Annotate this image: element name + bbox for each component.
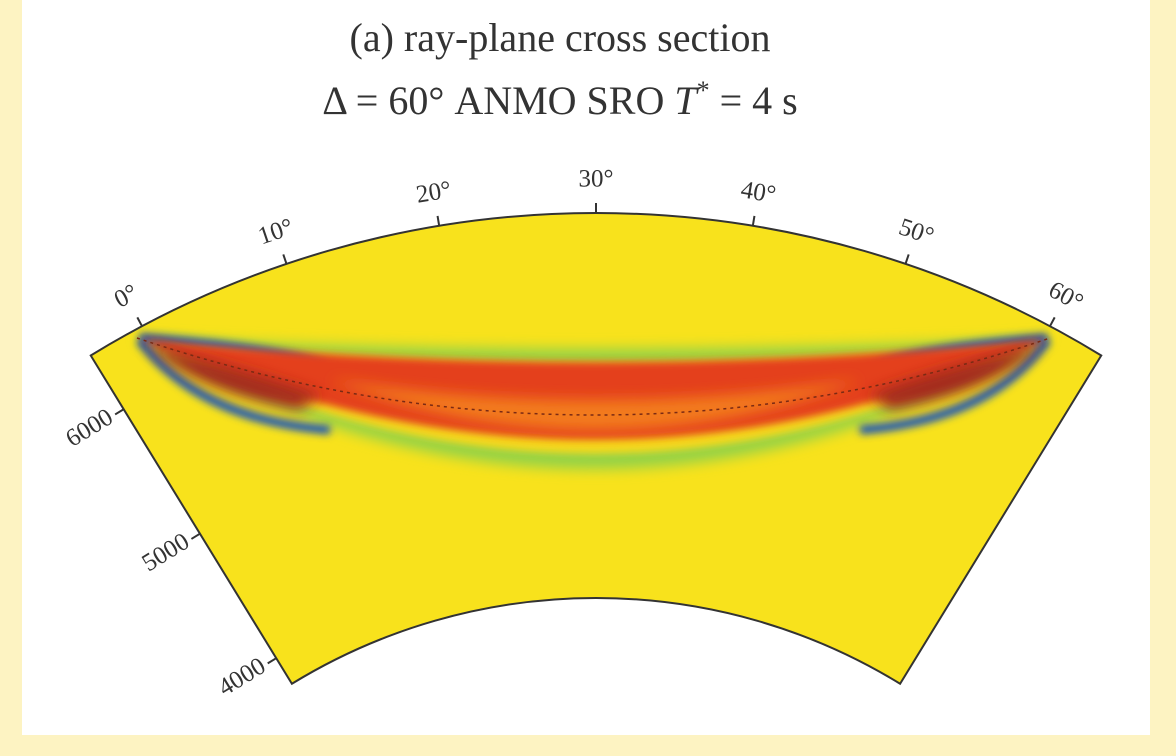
page: {"title": "(a) ray-plane cross section",…	[0, 0, 1176, 756]
angle-label: 20°	[414, 176, 453, 208]
subtitle-suffix: = 4 s	[710, 78, 798, 123]
title: (a) ray-plane cross section	[350, 15, 771, 60]
subtitle-superscript: *	[697, 76, 710, 105]
figure: (a) ray-plane cross section Δ = 60° ANMO…	[0, 0, 1176, 756]
subtitle-prefix: Δ = 60° ANMO SRO	[322, 78, 674, 123]
subtitle-variable: T	[674, 78, 699, 123]
subtitle: Δ = 60° ANMO SRO T* = 4 s	[322, 76, 797, 123]
angle-label: 40°	[739, 176, 778, 208]
angle-label: 30°	[579, 166, 614, 193]
